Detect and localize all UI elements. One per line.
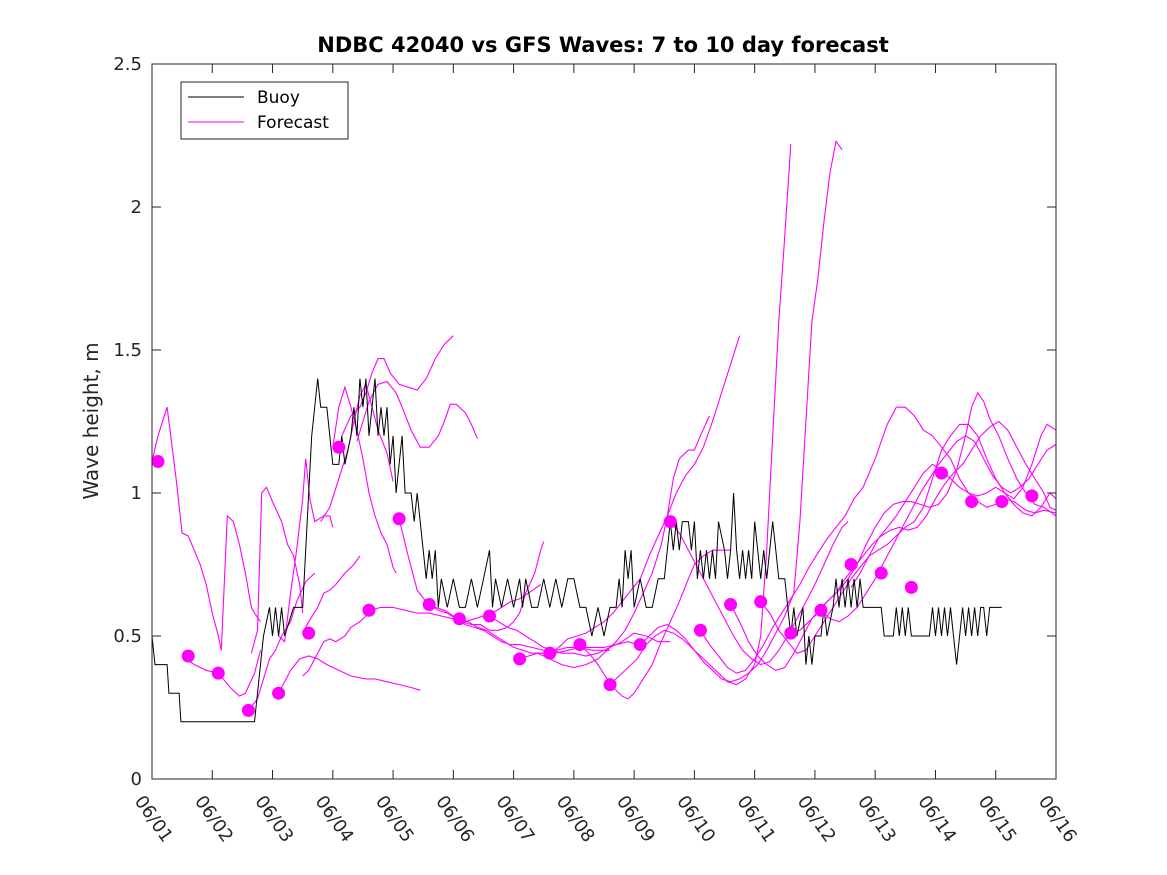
forecast-line: [220, 514, 261, 651]
y-tick-label: 2: [131, 197, 142, 218]
plot-area: [152, 64, 1056, 779]
forecast-marker: [814, 603, 828, 617]
y-tick-label: 1: [131, 483, 142, 504]
y-tick-label: 1.5: [113, 340, 142, 361]
forecast-marker: [603, 678, 617, 692]
forecast-line: [699, 406, 1057, 674]
forecast-line: [332, 385, 397, 574]
forecast-marker: [513, 652, 527, 666]
y-tick-label: 2.5: [113, 54, 142, 75]
forecast-line: [272, 655, 421, 694]
forecast-marker: [844, 558, 858, 571]
forecast-line: [302, 555, 361, 634]
forecast-marker: [934, 466, 948, 480]
forecast-marker: [965, 495, 979, 509]
legend-buoy-label: Buoy: [257, 88, 300, 108]
y-tick-label: 0: [131, 769, 142, 790]
legend-box: [180, 81, 349, 140]
forecast-marker: [392, 512, 406, 526]
forecast-line: [549, 335, 741, 654]
forecast-line: [790, 420, 1057, 634]
forecast-marker: [332, 440, 346, 454]
forecast-marker: [302, 626, 316, 640]
forecast-line: [850, 463, 1057, 588]
forecast-marker: [1025, 489, 1039, 503]
forecast-marker: [784, 626, 798, 640]
forecast-line: [730, 391, 1057, 671]
y-axis: 0 0.5 1 1.5 2 2.5: [113, 54, 1056, 790]
legend-forecast-label: Forecast: [257, 113, 329, 133]
forecast-marker: [995, 495, 1009, 509]
forecast-marker: [482, 609, 496, 623]
buoy-line: [151, 378, 1002, 723]
forecast-marker: [362, 603, 376, 617]
forecast-line: [519, 415, 711, 669]
forecast-line: [639, 139, 843, 683]
forecast-marker: [543, 646, 557, 660]
y-axis-label: Wave height, m: [79, 342, 103, 499]
forecast-marker: [151, 455, 165, 469]
forecast-marker: [422, 598, 436, 612]
forecast-marker: [452, 612, 466, 626]
forecast-marker: [904, 580, 918, 594]
chart-title: NDBC 42040 vs GFS Waves: 7 to 10 day for…: [317, 33, 888, 57]
forecast-line: [151, 407, 222, 651]
forecast-line: [760, 423, 1057, 654]
y-tick-label: 0.5: [113, 626, 142, 647]
forecast-marker: [724, 598, 738, 612]
forecast-line: [669, 521, 849, 666]
forecast-marker: [272, 686, 286, 700]
axes-box: [151, 63, 1057, 780]
forecast-marker: [754, 595, 768, 609]
forecast-line: [368, 584, 542, 623]
series-layer: [151, 139, 1057, 723]
forecast-line: [250, 486, 304, 654]
forecast-line: [489, 615, 671, 657]
forecast-line: [320, 382, 394, 522]
forecast-line: [820, 435, 1057, 623]
forecast-marker: [211, 666, 225, 680]
legend: Buoy Forecast: [180, 81, 349, 140]
forecast-marker: [241, 703, 255, 717]
forecast-marker: [663, 515, 677, 529]
forecast-line: [356, 380, 478, 448]
forecast-marker: [573, 638, 587, 652]
marker-layer: [151, 440, 1039, 717]
forecast-line: [302, 615, 367, 677]
forecast-line: [242, 572, 316, 711]
forecast-line: [181, 650, 262, 697]
forecast-marker: [181, 649, 195, 663]
forecast-marker: [633, 638, 647, 652]
forecast-marker: [874, 566, 888, 580]
forecast-line: [278, 458, 334, 643]
forecast-marker: [693, 623, 707, 637]
